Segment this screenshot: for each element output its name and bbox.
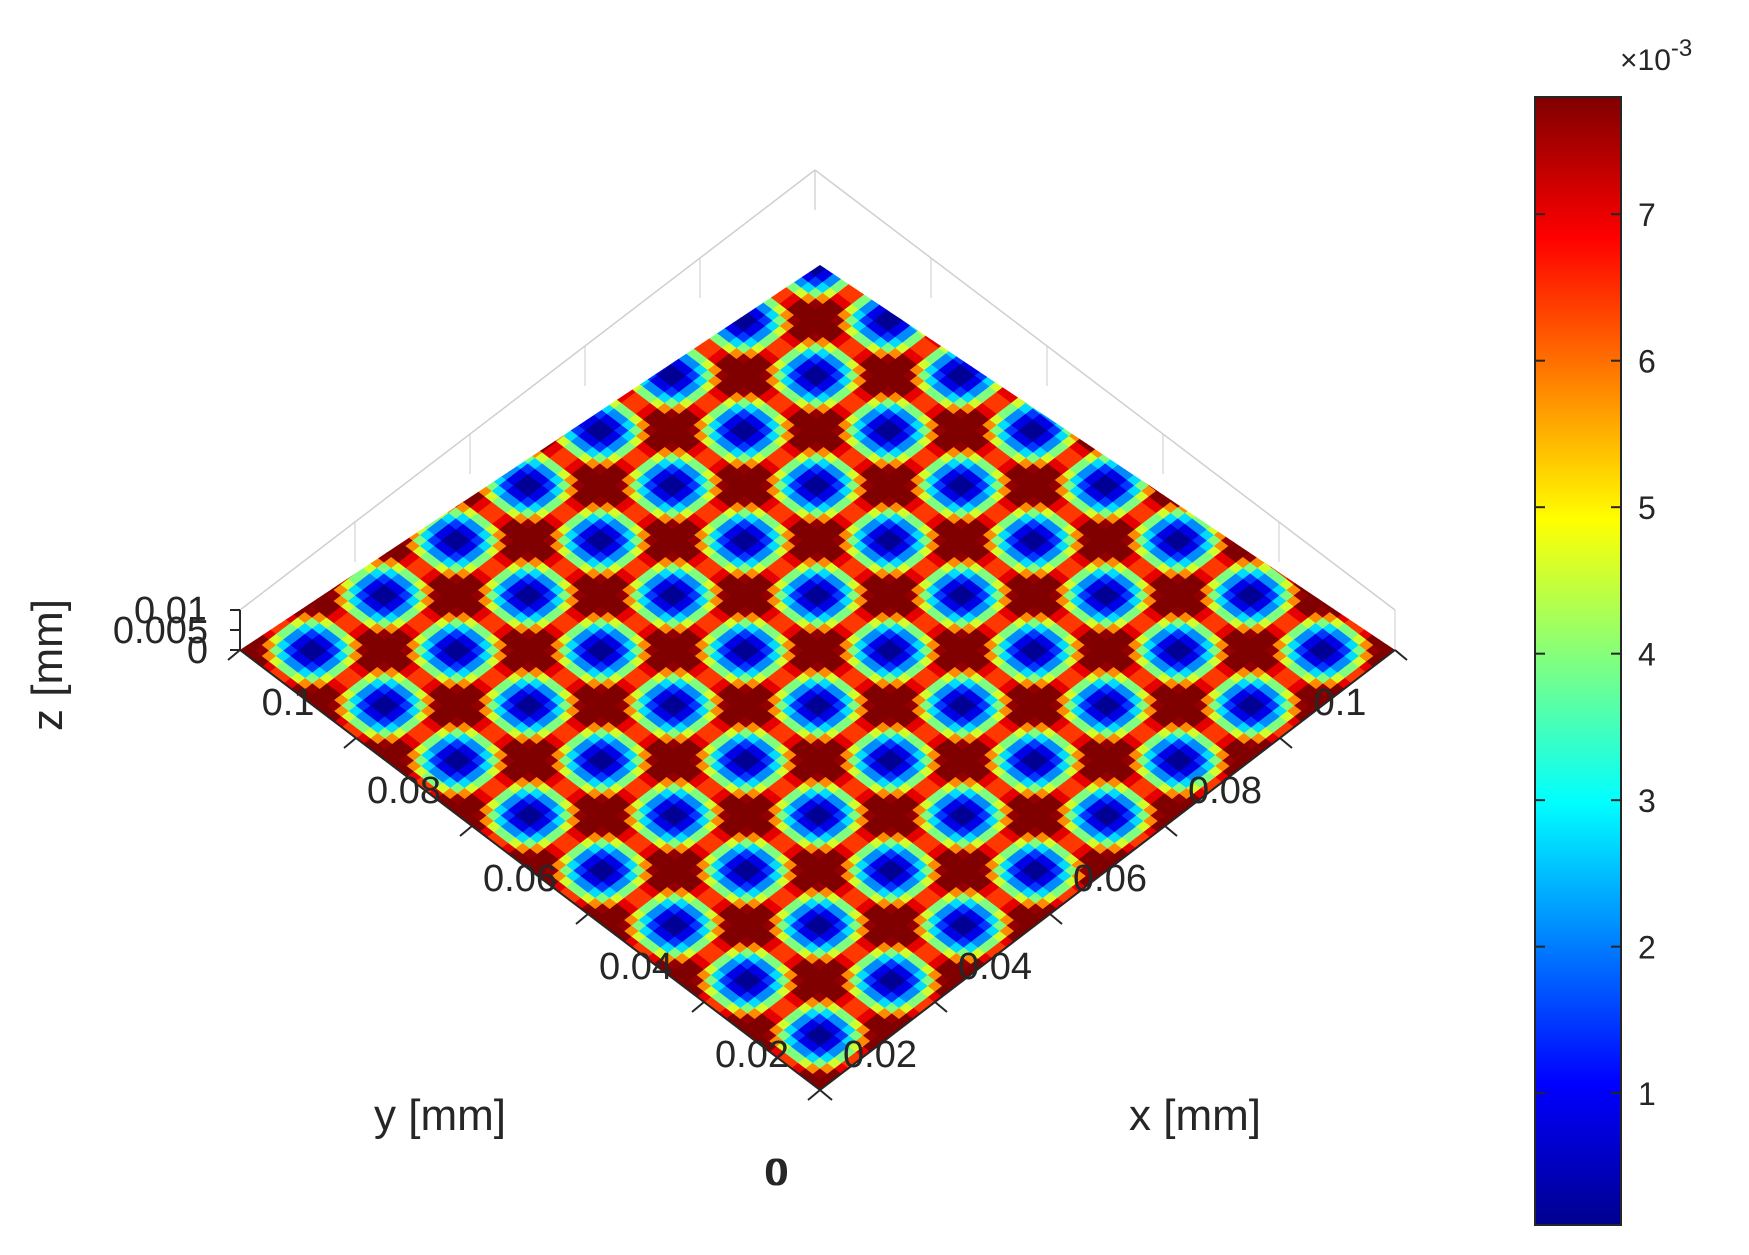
surface-cell <box>413 513 427 524</box>
surface-cell <box>369 546 383 557</box>
surface-cell <box>549 419 563 430</box>
surface-plot <box>240 210 1395 1090</box>
surface-cell <box>563 397 577 408</box>
surface-cell <box>535 430 549 441</box>
surface-cell <box>578 397 592 408</box>
surface-cell <box>671 337 685 348</box>
surface-cell <box>592 397 606 408</box>
surface-cell <box>528 436 542 447</box>
surface-cell <box>614 381 628 392</box>
surface-cell <box>506 441 520 452</box>
surface-cell <box>700 326 714 337</box>
surface-cell <box>470 480 484 491</box>
surface-cell <box>585 381 599 392</box>
surface-cell <box>686 315 700 326</box>
surface-cell <box>448 485 462 496</box>
surface-cell <box>607 364 621 375</box>
surface-cell <box>391 529 405 540</box>
surface-cell <box>650 353 664 364</box>
surface-cell <box>621 375 635 386</box>
surface-cell <box>621 364 635 375</box>
surface-cell <box>693 320 707 331</box>
surface-cell <box>556 403 570 414</box>
surface-cell <box>607 375 621 386</box>
surface-cell <box>556 414 570 425</box>
surface-cell <box>585 392 599 403</box>
surface-cell <box>635 342 649 353</box>
surface-cell <box>484 469 498 480</box>
surface-cell <box>592 375 606 386</box>
surface-cell <box>628 348 642 359</box>
surface-cell <box>456 480 470 491</box>
surface-cell <box>614 370 628 381</box>
surface-cell <box>492 452 506 463</box>
surface-cell <box>643 359 657 370</box>
surface-cell <box>643 337 657 348</box>
surface-cell <box>578 408 592 419</box>
surface-cell <box>693 331 707 342</box>
surface-cell <box>535 419 549 430</box>
surface-cell <box>657 326 671 337</box>
surface-cell <box>434 496 448 507</box>
surface-cell <box>520 430 534 441</box>
surface-cell <box>564 408 578 419</box>
surface-cell <box>635 353 649 364</box>
surface-cell <box>614 359 628 370</box>
surface-cell <box>600 392 614 403</box>
surface-cell <box>463 474 477 485</box>
surface-cell <box>499 447 513 458</box>
surface-cell <box>664 342 678 353</box>
surface-cell <box>621 353 635 364</box>
surface-cell <box>470 469 484 480</box>
surface-cell <box>499 458 513 469</box>
surface-cell <box>377 540 391 551</box>
surface-cell <box>441 491 455 502</box>
surface-cell <box>513 436 527 447</box>
surface-cell <box>599 381 613 392</box>
surface-cell <box>571 403 585 414</box>
surface-cell <box>420 507 434 518</box>
surface-cell <box>599 370 613 381</box>
surface-cell <box>578 386 592 397</box>
surface-cell <box>398 524 412 535</box>
surface-cell <box>585 403 599 414</box>
surface-cell <box>542 425 556 436</box>
surface-cell <box>686 337 700 348</box>
surface-cell <box>571 392 585 403</box>
surface-cell <box>664 320 678 331</box>
surface-cell <box>664 331 678 342</box>
surface-cell <box>628 359 642 370</box>
surface-cell <box>679 331 693 342</box>
surface-cell <box>427 502 441 513</box>
surface-cell <box>635 364 649 375</box>
surface-cell <box>657 348 671 359</box>
surface-cell <box>384 535 398 546</box>
surface-cell <box>542 414 556 425</box>
surface-cell <box>477 474 491 485</box>
surface-cell <box>607 386 621 397</box>
surface-cell <box>528 425 542 436</box>
surface-cell <box>405 518 419 529</box>
surface-cell <box>592 386 606 397</box>
surface-cell <box>657 337 671 348</box>
surface-cell <box>650 331 664 342</box>
surface-cell <box>650 342 664 353</box>
surface-cell <box>484 458 498 469</box>
surface-cell <box>506 452 520 463</box>
surface-cell <box>520 441 534 452</box>
surface-cell <box>628 370 642 381</box>
surface-cell <box>513 447 527 458</box>
surface-cell <box>686 326 700 337</box>
surface-cell <box>362 551 376 562</box>
surface-cell <box>477 463 491 474</box>
surface-cell <box>679 320 693 331</box>
surface-cell <box>678 309 692 320</box>
surface-cell <box>671 326 685 337</box>
surface-cell <box>492 463 506 474</box>
surface-cell <box>549 408 563 419</box>
surface-cell <box>643 348 657 359</box>
surface-cell <box>671 315 685 326</box>
